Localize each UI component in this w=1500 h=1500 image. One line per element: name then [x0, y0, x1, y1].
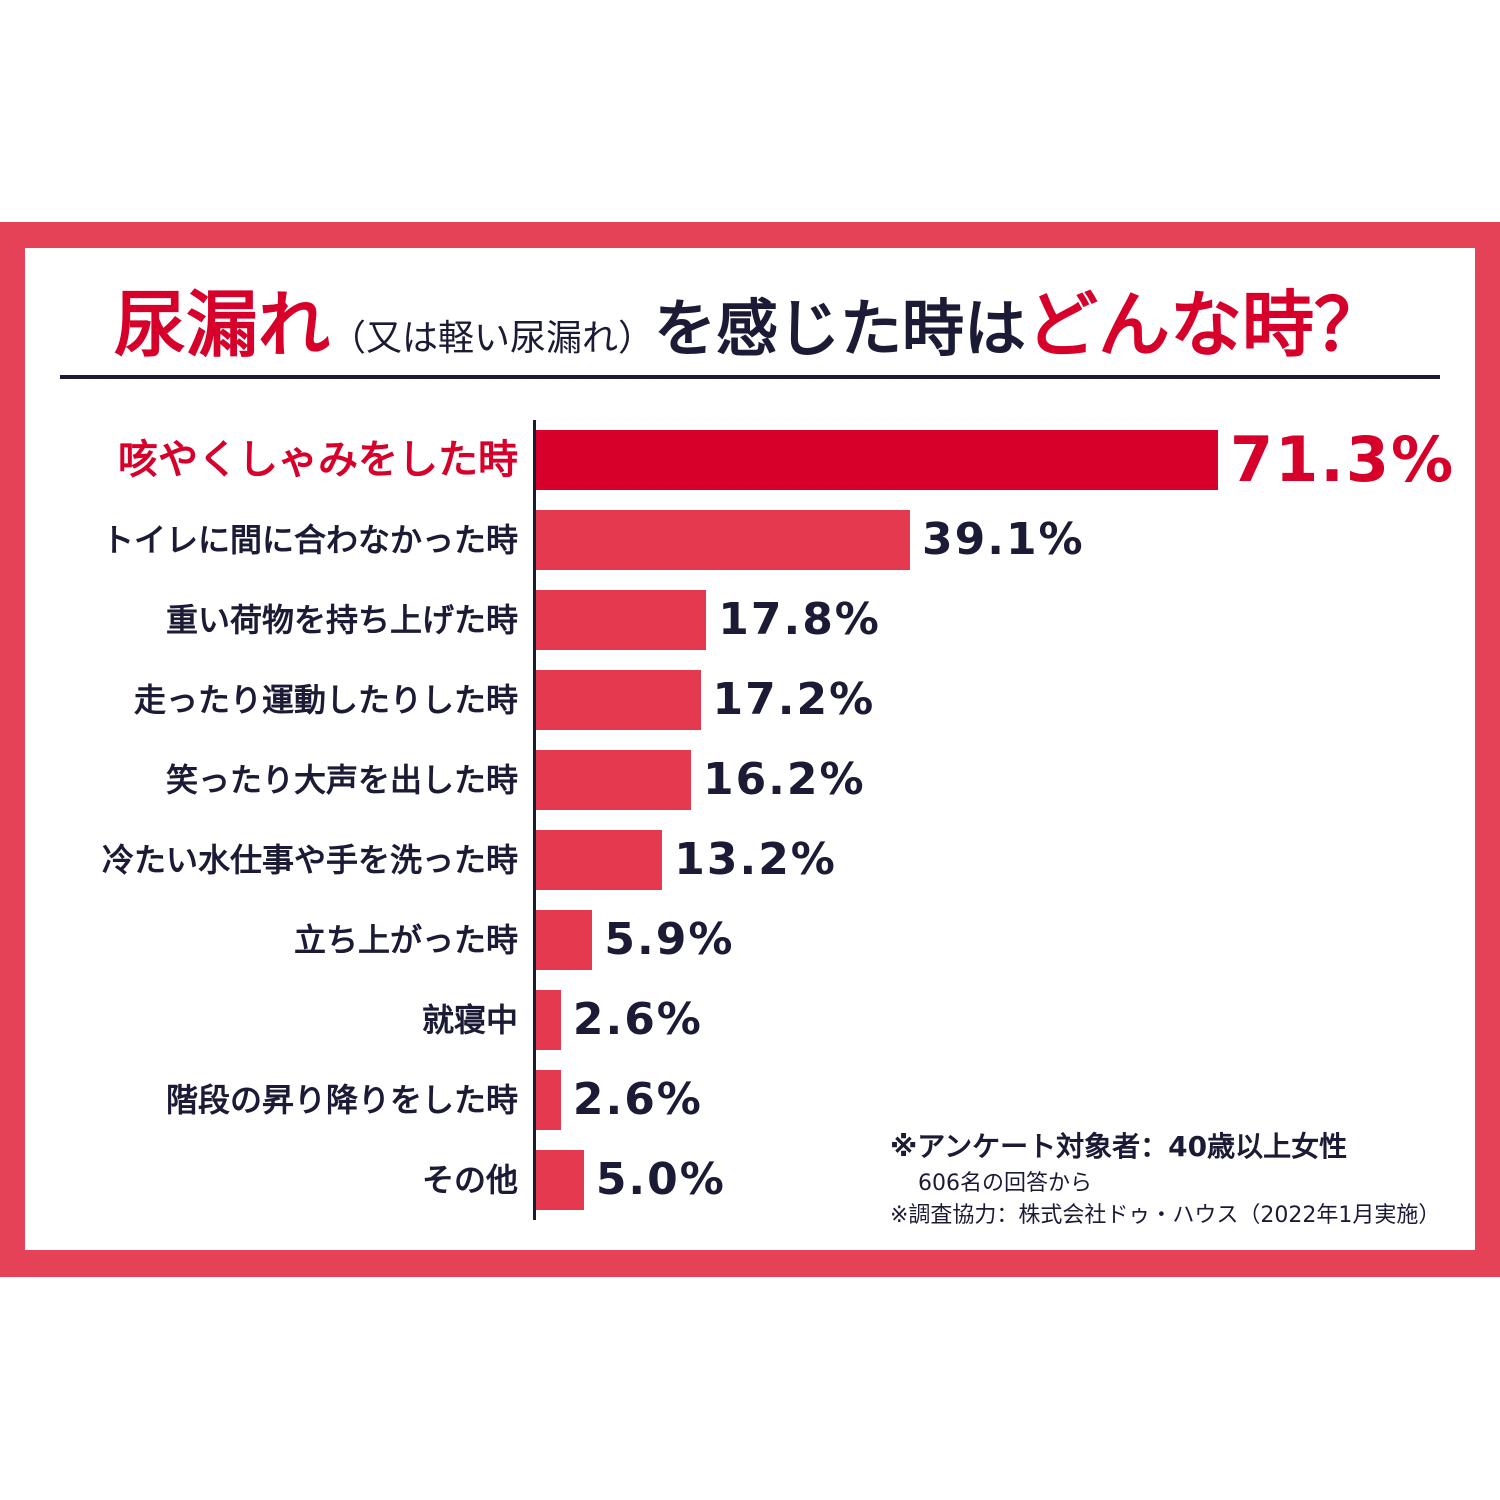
- value-label: 2.6%: [572, 994, 703, 1045]
- bar: [536, 1150, 584, 1210]
- bar: [536, 750, 691, 810]
- category-label: トイレに間に合わなかった時: [101, 521, 518, 559]
- category-label: その他: [421, 1161, 518, 1199]
- bar: [536, 910, 593, 970]
- title-part1: 尿漏れ: [113, 283, 330, 367]
- value-label: 16.2%: [702, 754, 866, 805]
- bar: [536, 430, 1218, 490]
- note-count: 606名の回答から: [918, 1171, 1092, 1196]
- category-label: 咳やくしゃみをした時: [118, 437, 518, 483]
- title-part3: を感じた時は: [654, 292, 1027, 365]
- value-label: 5.9%: [604, 914, 735, 965]
- category-label: 走ったり運動したりした時: [133, 681, 518, 719]
- bar: [536, 510, 910, 570]
- bar: [536, 830, 663, 890]
- category-label: 重い荷物を持ち上げた時: [165, 601, 518, 639]
- value-label: 71.3%: [1230, 423, 1456, 496]
- category-label: 立ち上がった時: [293, 921, 518, 959]
- value-label: 17.2%: [712, 674, 876, 725]
- category-label: 階段の昇り降りをした時: [165, 1081, 518, 1119]
- note-cooperation: ※調査協力：株式会社ドゥ・ハウス（2022年1月実施）: [890, 1203, 1441, 1228]
- value-label: 13.2%: [674, 834, 837, 885]
- bar: [536, 590, 707, 650]
- title-divider: [60, 375, 1440, 379]
- bar: [536, 1070, 561, 1130]
- note-target: ※アンケート対象者：40歳以上女性: [890, 1130, 1348, 1163]
- title-part2: （又は軽い尿漏れ）: [329, 318, 654, 359]
- content-panel: [25, 248, 1475, 1250]
- value-label: 2.6%: [572, 1074, 703, 1125]
- value-label: 39.1%: [922, 514, 1085, 565]
- category-label: 就寝中: [421, 1001, 518, 1039]
- y-axis-line: [533, 420, 536, 1220]
- title-part4: どんな時？: [1026, 283, 1387, 367]
- bar: [536, 670, 701, 730]
- category-label: 冷たい水仕事や手を洗った時: [101, 841, 518, 879]
- footnotes: ※アンケート対象者：40歳以上女性 606名の回答から ※調査協力：株式会社ドゥ…: [890, 1125, 1440, 1229]
- chart-title: 尿漏れ（又は軽い尿漏れ）を感じた時はどんな時？: [60, 280, 1440, 384]
- category-label: 笑ったり大声を出した時: [165, 761, 518, 799]
- bar: [536, 990, 561, 1050]
- value-label: 5.0%: [595, 1154, 726, 1205]
- value-label: 17.8%: [718, 594, 881, 645]
